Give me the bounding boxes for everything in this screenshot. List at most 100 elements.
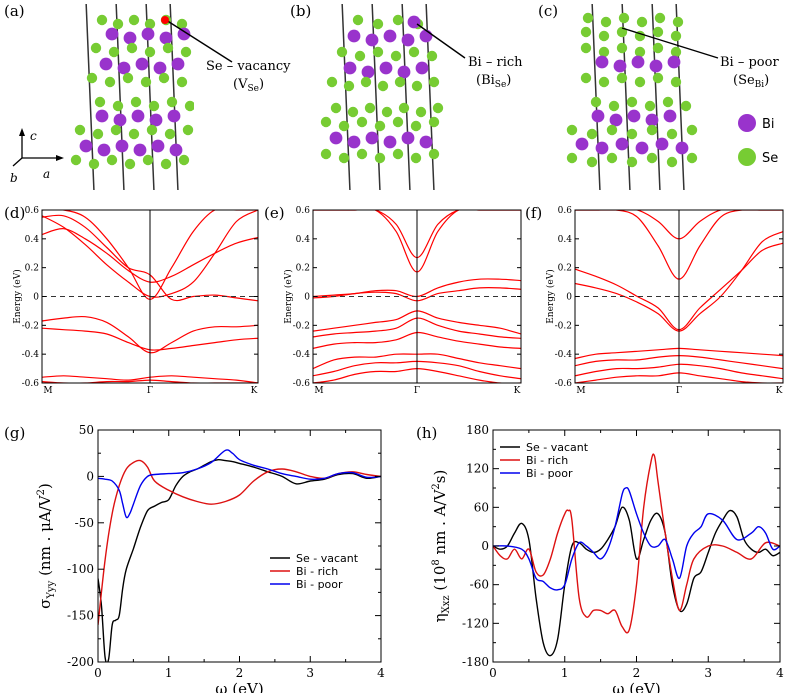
bi-atom (627, 109, 641, 123)
bi-atom (383, 29, 397, 43)
bi-atom (645, 113, 659, 127)
bi-atom (575, 137, 589, 151)
se-atom (330, 102, 342, 114)
se-atom (144, 18, 156, 30)
plot-h-eta: 0 1 2 3 4 -180 -120 -60 0 60 120 180 ω (eV) ηXxz (108… (431, 423, 784, 693)
bi-atom (149, 113, 163, 127)
x-tick-label: K (251, 386, 258, 396)
legend-bi-label: Bi (762, 117, 775, 132)
se-atom (112, 100, 124, 112)
se-atom (680, 100, 692, 112)
bi-atom (171, 57, 185, 71)
se-atom (326, 76, 338, 88)
se-atom (180, 46, 192, 58)
y-tick-label: 60 (474, 500, 489, 514)
band-structure-e: -0.6 -0.4 -0.2 0 0.2 0.4 0.6 M Γ K Energy (eV) (283, 206, 522, 396)
se-atom (586, 128, 598, 140)
se-atom (94, 96, 106, 108)
x-tick-label: M (43, 386, 52, 396)
se-atom (394, 76, 406, 88)
y-axis-label: Energy (eV) (283, 269, 294, 324)
legend-se-label: Se (762, 151, 778, 166)
se-atom (88, 158, 100, 170)
se-atom (606, 152, 618, 164)
y-axis-label-part: nm . A/V (431, 488, 449, 559)
se-atom (158, 72, 170, 84)
y-tick-label: 0.2 (558, 264, 572, 274)
panel-label-h: (h) (416, 424, 437, 442)
se-atom (652, 26, 664, 38)
bi-atom (379, 61, 393, 75)
bi-atom (79, 139, 93, 153)
bi-atom (361, 65, 375, 79)
se-atom (666, 156, 678, 168)
y-tick-label: 120 (466, 462, 489, 476)
se-atom (178, 154, 190, 166)
se-atom (686, 124, 698, 136)
x-tick-label: 2 (236, 666, 244, 680)
se-atom (106, 154, 118, 166)
bi-atom (99, 57, 113, 71)
se-atom (598, 46, 610, 58)
panel-label-d: (d) (4, 204, 25, 222)
se-atom (352, 14, 364, 26)
bi-atom (105, 27, 119, 41)
bi-atom (675, 141, 689, 155)
x-tick-label: M (576, 386, 585, 396)
bi-atom (115, 139, 129, 153)
se-atom (392, 148, 404, 160)
y-tick-label: -0.4 (293, 350, 311, 360)
y-axis-label-part: Yyy (46, 580, 57, 599)
se-atom (566, 124, 578, 136)
x-tick-label: 1 (165, 666, 173, 680)
se-atom (176, 76, 188, 88)
se-atom (164, 128, 176, 140)
se-atom (128, 128, 140, 140)
se-atom (646, 124, 658, 136)
se-atom (184, 100, 194, 112)
series-line-1 (493, 453, 780, 634)
se-atom (652, 42, 664, 54)
y-tick-label: -60 (470, 578, 489, 592)
y-tick-label: -150 (67, 609, 94, 623)
x-tick-label: Γ (676, 386, 682, 396)
legend-label-2: Bi - poor (296, 578, 343, 591)
se-atom (110, 124, 122, 136)
se-atom (374, 120, 386, 132)
y-tick-label: 50 (79, 423, 94, 437)
y-axis-label-part: 8 (431, 559, 442, 565)
se-atom (104, 76, 116, 88)
se-atom (634, 46, 646, 58)
y-tick-label: -100 (67, 562, 94, 576)
bi-atom (141, 27, 155, 41)
se-atom (108, 46, 120, 58)
bi-atom (401, 33, 415, 47)
bi-atom (347, 29, 361, 43)
se-atom (644, 100, 656, 112)
bi-antisite-atom (407, 15, 421, 29)
series-line-2 (493, 486, 780, 591)
se-atom (566, 152, 578, 164)
se-atom (90, 42, 102, 54)
se-atom (112, 18, 124, 30)
bi-atom (663, 109, 677, 123)
se-atom (176, 18, 188, 30)
se-atom (144, 46, 156, 58)
bi-atom (347, 135, 361, 149)
se-atom (392, 14, 404, 26)
y-tick-label: -0.2 (555, 321, 572, 331)
y-axis-label-part: ) (36, 483, 54, 489)
se-atom (606, 124, 618, 136)
annotation-c: Bi – poor (SeBi) (621, 27, 779, 90)
se-atom (372, 18, 384, 30)
se-atom (86, 72, 98, 84)
plot-g-sigma: 0 1 2 3 4 -200 -150 -100 -50 0 50 ω (eV) σYyy (nm . … (36, 423, 385, 693)
bi-atom (635, 141, 649, 155)
y-tick-label: -0.6 (293, 379, 311, 389)
se-atom (626, 96, 638, 108)
se-atom (96, 14, 108, 26)
se-atom (356, 148, 368, 160)
series-line-0 (493, 506, 780, 657)
bi-atom (151, 139, 165, 153)
bi-atom (365, 33, 379, 47)
